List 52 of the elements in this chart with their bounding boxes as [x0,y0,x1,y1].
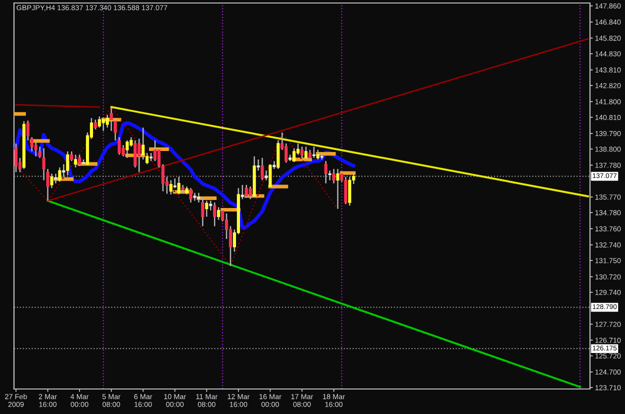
candlestick [316,149,320,160]
candlestick [320,152,324,160]
candlestick [244,184,248,198]
candlestick [66,150,70,176]
candlestick [260,157,264,181]
candlestick [98,116,101,128]
candlestick [292,148,296,163]
candlestick [213,202,216,227]
candlestick [336,168,340,210]
candlestick [268,164,272,188]
candlestick [138,138,141,173]
candlestick [102,116,105,132]
candlestick [332,168,336,184]
candlestick [153,140,157,162]
candlestick [70,150,74,162]
candlestick [54,173,58,184]
candlestick [134,140,137,168]
candlestick [240,184,244,200]
candlestick [169,180,172,196]
candlestick [94,119,97,130]
candlestick [344,176,348,205]
candlestick [62,164,66,178]
candlestick [30,136,34,152]
candlestick [324,160,328,184]
candlestick [126,140,129,159]
candlestick [304,146,308,160]
candlestick [189,187,192,204]
candlestick [264,170,268,181]
candlestick [173,178,176,189]
line-series [15,106,338,267]
candlestick [26,120,30,141]
candlestick [248,186,252,200]
candlestick [34,141,38,157]
candlestick [308,149,312,160]
candlestick [328,170,332,181]
candlestick [201,196,204,227]
candlestick [177,176,180,196]
candlestick [312,146,316,159]
candlestick [146,152,149,165]
candlestick [58,166,62,182]
candlestick [300,146,304,159]
candlestick [205,200,208,218]
candlestick [256,158,260,172]
candlestick [272,160,276,170]
candlestick [276,140,280,170]
candlestick [50,173,54,189]
candlestick [142,126,145,160]
candlestick [348,176,352,206]
candlestick [209,200,212,212]
candlestick [74,154,78,168]
candlestick [78,154,82,166]
candlestick [217,206,220,220]
